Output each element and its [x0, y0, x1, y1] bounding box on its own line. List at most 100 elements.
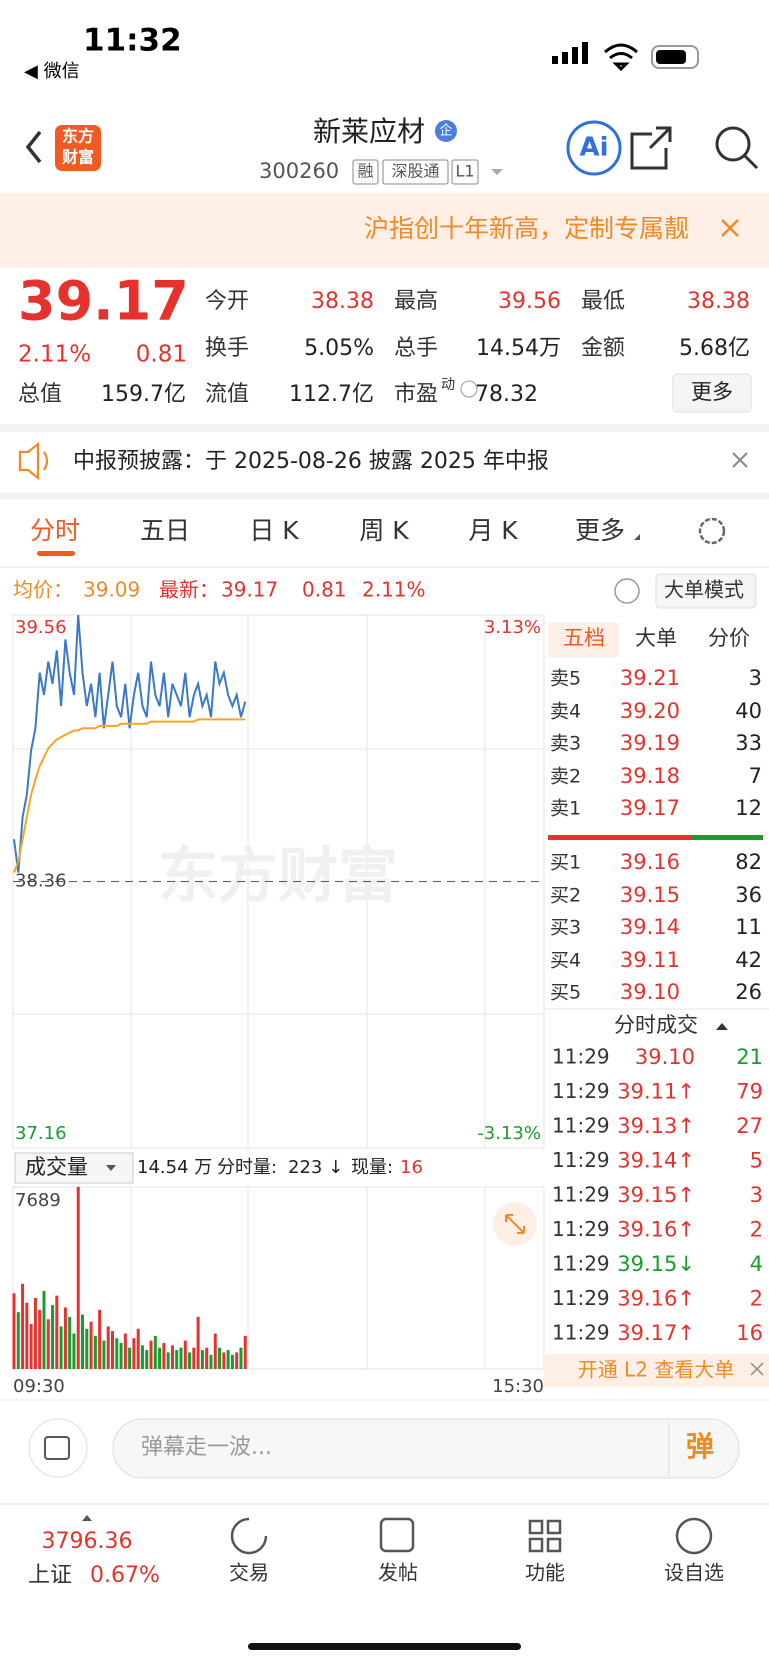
book-price: 39.19: [620, 731, 680, 755]
trade-time: 11:29: [552, 1148, 610, 1172]
book-label: 卖3: [550, 733, 581, 755]
trade-price: 39.13↑: [617, 1114, 695, 1138]
close-icon[interactable]: [721, 219, 739, 237]
volume-bar: [153, 1335, 157, 1369]
trade-price: 39.15↓: [617, 1252, 695, 1276]
send-label[interactable]: 弹: [686, 1430, 714, 1463]
nav-label[interactable]: 交易: [229, 1561, 269, 1585]
volume-bar: [162, 1342, 166, 1369]
book-tab[interactable]: 大单: [635, 626, 677, 650]
tab[interactable]: 分时: [30, 516, 80, 545]
volume-bar: [55, 1295, 59, 1369]
nav-label[interactable]: 设自选: [664, 1561, 724, 1585]
settings-icon[interactable]: [698, 517, 726, 545]
field-label: 市盈: [394, 382, 438, 407]
field-label: 最低: [581, 289, 625, 314]
divider: [0, 493, 769, 499]
field-value: 5.05%: [304, 336, 374, 361]
tab[interactable]: 日 K: [249, 516, 299, 545]
close-icon[interactable]: [732, 452, 748, 468]
trade-time: 11:29: [552, 1217, 610, 1241]
volume-bar: [209, 1354, 213, 1369]
ai-label[interactable]: Ai: [579, 133, 608, 163]
volume-bar: [213, 1333, 217, 1369]
banner-text[interactable]: 沪指创十年新高，定制专属靓: [364, 214, 689, 243]
volume-bar: [29, 1324, 33, 1369]
help-icon[interactable]: [614, 578, 640, 604]
book-price: 39.21: [620, 666, 680, 690]
trade-volume: 2: [750, 1218, 763, 1242]
tag: L1: [455, 162, 474, 181]
tab[interactable]: 月 K: [468, 516, 518, 545]
book-price: 39.16: [620, 850, 680, 874]
volume-bar: [179, 1347, 183, 1369]
nav-label[interactable]: 发帖: [378, 1561, 418, 1585]
y-tick-label: 7689: [15, 1190, 61, 1211]
more-button[interactable]: [672, 373, 752, 413]
book-tab[interactable]: 分价: [708, 626, 750, 650]
trade-volume: 5: [750, 1149, 763, 1173]
more-label[interactable]: 更多: [691, 380, 733, 404]
book-tab[interactable]: 五档: [563, 626, 605, 650]
volume-bar: [192, 1347, 196, 1369]
volume-bar: [76, 1187, 80, 1369]
mode-button[interactable]: [655, 573, 757, 609]
dropdown-icon[interactable]: [491, 169, 503, 175]
trade-icon[interactable]: [230, 1517, 268, 1555]
danmaku-toggle[interactable]: [28, 1418, 88, 1478]
volume-bar: [235, 1352, 239, 1369]
trade-volume: 79: [736, 1080, 763, 1104]
back-icon[interactable]: [25, 130, 42, 164]
index-name: 上证: [28, 1563, 72, 1588]
price-line: [13, 718, 246, 873]
tab[interactable]: 更多: [575, 516, 625, 545]
book-price: 39.10: [620, 980, 680, 1004]
volume-bar: [98, 1309, 102, 1369]
book-qty: 36: [735, 883, 762, 907]
stock-name: 新莱应材: [313, 115, 425, 148]
tag-box: [352, 159, 379, 185]
mode-label: 大单模式: [664, 578, 744, 602]
tag-box: [382, 159, 449, 185]
book-qty: 33: [735, 731, 762, 755]
close-icon[interactable]: [750, 1362, 764, 1376]
post-icon[interactable]: [379, 1517, 415, 1553]
volume-bar: [46, 1319, 50, 1369]
tab[interactable]: 周 K: [359, 516, 409, 545]
back-app[interactable]: ◀ 微信: [24, 61, 80, 82]
volume-bar: [145, 1350, 149, 1369]
field-label: 金额: [581, 336, 625, 361]
book-qty: 26: [735, 980, 762, 1004]
book-qty: 40: [735, 699, 762, 723]
trade-price: 39.11↑: [617, 1080, 695, 1104]
ai-button[interactable]: [566, 120, 622, 176]
volume-select-label[interactable]: 成交量: [25, 1155, 88, 1179]
field-value: 5.68亿: [679, 336, 750, 361]
comment-input[interactable]: [112, 1418, 740, 1479]
promo-bg: [544, 1354, 769, 1387]
volume-bar: [205, 1347, 209, 1369]
watchlist-icon[interactable]: [675, 1517, 713, 1555]
volume-bar: [106, 1326, 110, 1369]
dropdown-icon: [634, 534, 640, 540]
search-icon[interactable]: [715, 126, 751, 162]
share-icon[interactable]: [630, 126, 672, 170]
volume-bar: [200, 1350, 204, 1369]
volume-bar: [175, 1350, 179, 1369]
notice-text[interactable]: 中报预披露：于 2025-08-26 披露 2025 年中报: [73, 449, 549, 474]
book-qty: 12: [735, 796, 762, 820]
function-icon[interactable]: [528, 1519, 562, 1553]
tag: 深股通: [391, 162, 439, 181]
volume-bar: [119, 1342, 123, 1369]
volume-bar: [183, 1340, 187, 1369]
divider: [0, 424, 769, 432]
watermark: 东方财富: [158, 842, 398, 912]
book-qty: 42: [735, 948, 762, 972]
nav-label[interactable]: 功能: [525, 1561, 565, 1585]
logo[interactable]: [55, 125, 101, 171]
tab[interactable]: 五日: [140, 516, 190, 545]
volume-bar: [33, 1297, 37, 1369]
volume-bar: [239, 1347, 243, 1369]
book-price: 39.11: [620, 948, 680, 972]
promo-text[interactable]: 开通 L2 查看大单: [578, 1358, 735, 1382]
